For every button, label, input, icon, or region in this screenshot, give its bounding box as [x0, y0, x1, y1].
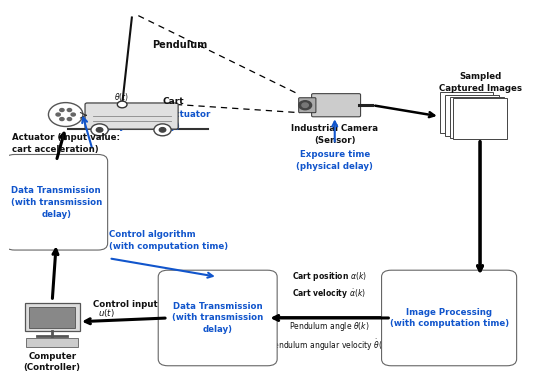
FancyBboxPatch shape — [5, 155, 107, 250]
Circle shape — [159, 128, 165, 132]
Text: Dead time of actuator
(physical delay): Dead time of actuator (physical delay) — [104, 110, 211, 130]
Circle shape — [91, 124, 108, 136]
Text: Pendulum angle $\theta(k)$
Pendulum angular velocity $\dot{\theta}(k)$: Pendulum angle $\theta(k)$ Pendulum angu… — [269, 320, 390, 353]
Text: Data Transmission
(with transmission
delay): Data Transmission (with transmission del… — [10, 186, 102, 218]
Text: $u(t)$: $u(t)$ — [98, 307, 115, 319]
FancyBboxPatch shape — [25, 303, 79, 332]
FancyBboxPatch shape — [29, 307, 76, 328]
FancyBboxPatch shape — [299, 98, 316, 113]
FancyBboxPatch shape — [450, 97, 504, 138]
Circle shape — [48, 102, 83, 127]
FancyBboxPatch shape — [453, 98, 507, 139]
Circle shape — [67, 118, 72, 121]
FancyBboxPatch shape — [158, 270, 277, 366]
Circle shape — [302, 103, 309, 107]
Circle shape — [96, 128, 103, 132]
Circle shape — [67, 108, 72, 112]
FancyBboxPatch shape — [26, 338, 78, 347]
Text: Computer
(Controller): Computer (Controller) — [24, 352, 81, 372]
FancyBboxPatch shape — [312, 94, 361, 117]
Text: Image Processing
(with computation time): Image Processing (with computation time) — [390, 308, 509, 328]
FancyBboxPatch shape — [381, 270, 517, 366]
Text: Pendulum: Pendulum — [152, 40, 207, 51]
Circle shape — [299, 101, 312, 110]
FancyBboxPatch shape — [445, 95, 499, 136]
Text: Industrial Camera
(Sensor): Industrial Camera (Sensor) — [291, 124, 378, 145]
Text: Cart: Cart — [163, 97, 184, 106]
Text: $\theta(t)$: $\theta(t)$ — [113, 91, 129, 103]
FancyBboxPatch shape — [439, 92, 494, 133]
Text: Actuator (input value:
cart acceleration): Actuator (input value: cart acceleration… — [12, 133, 120, 154]
FancyBboxPatch shape — [85, 103, 178, 129]
Text: Sampled
Captured Images: Sampled Captured Images — [438, 73, 522, 93]
Circle shape — [71, 113, 76, 116]
Circle shape — [117, 101, 127, 108]
Text: Control input: Control input — [93, 301, 157, 310]
Circle shape — [56, 113, 60, 116]
Circle shape — [154, 124, 171, 136]
Text: Exposure time
(physical delay): Exposure time (physical delay) — [296, 150, 373, 171]
Circle shape — [60, 118, 64, 121]
Text: Control algorithm
(with computation time): Control algorithm (with computation time… — [109, 230, 228, 251]
Circle shape — [60, 108, 64, 112]
Text: Data Transmission
(with transmission
delay): Data Transmission (with transmission del… — [172, 302, 264, 334]
Text: Cart position $\alpha(k)$
Cart velocity $\dot{\alpha}(k)$: Cart position $\alpha(k)$ Cart velocity … — [292, 270, 367, 301]
